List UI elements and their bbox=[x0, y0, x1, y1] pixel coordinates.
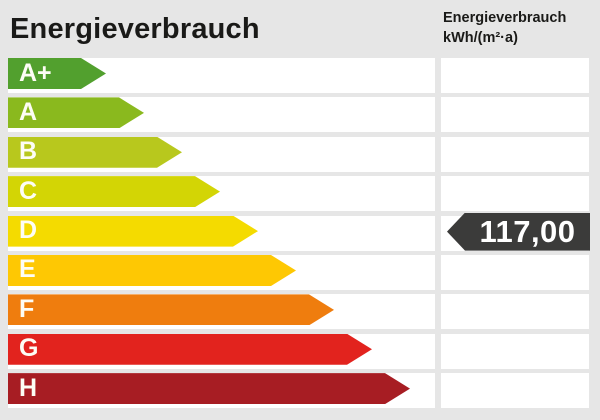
value-cell bbox=[441, 136, 589, 172]
energy-class-arrow-f: F bbox=[8, 294, 334, 325]
scale-row-d: D 117,00 bbox=[0, 212, 590, 251]
energy-class-letter: B bbox=[19, 137, 38, 166]
scale-row-f: F bbox=[0, 294, 589, 330]
energy-class-letter: F bbox=[19, 294, 35, 323]
energy-scale: A+ A B C bbox=[0, 58, 590, 409]
energy-class-arrow-a: A bbox=[8, 97, 144, 128]
value-cell bbox=[441, 58, 589, 93]
scale-row-a-plus: A+ bbox=[0, 58, 589, 93]
energy-class-letter: A bbox=[19, 97, 38, 126]
unit-label-line1: Energieverbrauch bbox=[443, 10, 567, 26]
page-title: Energieverbrauch bbox=[10, 13, 260, 45]
energy-class-arrow-d: D bbox=[8, 216, 258, 247]
energy-class-letter: C bbox=[19, 176, 38, 205]
scale-cell: B bbox=[8, 136, 435, 172]
value-cell bbox=[441, 333, 589, 369]
scale-cell: H bbox=[8, 373, 435, 409]
value-cell: 117,00 bbox=[441, 212, 590, 251]
energy-class-letter: D bbox=[19, 216, 38, 245]
unit-label: Energieverbrauch kWh/(m²·a) bbox=[443, 8, 566, 48]
energy-class-arrow-g: G bbox=[8, 334, 372, 365]
energy-class-letter: H bbox=[19, 373, 38, 402]
energy-class-arrow-a-plus: A+ bbox=[8, 58, 106, 89]
scale-row-e: E bbox=[0, 254, 589, 290]
energy-class-arrow-c: C bbox=[8, 176, 220, 207]
scale-row-a: A bbox=[0, 97, 589, 133]
energy-class-arrow-b: B bbox=[8, 137, 182, 168]
scale-row-c: C bbox=[0, 176, 589, 212]
unit-label-line2: kWh/(m²·a) bbox=[443, 30, 518, 46]
scale-cell: D bbox=[8, 215, 435, 251]
energy-class-arrow-e: E bbox=[8, 255, 296, 286]
energy-class-letter: E bbox=[19, 255, 36, 284]
scale-cell: G bbox=[8, 333, 435, 369]
value-cell bbox=[441, 294, 589, 330]
scale-cell: A bbox=[8, 97, 435, 133]
energy-class-arrow-h: H bbox=[8, 373, 410, 404]
value-cell bbox=[441, 176, 589, 212]
scale-row-b: B bbox=[0, 136, 589, 172]
value-cell bbox=[441, 373, 589, 409]
value-marker-text: 117,00 bbox=[479, 213, 576, 249]
scale-cell: F bbox=[8, 294, 435, 330]
value-cell bbox=[441, 254, 589, 290]
scale-cell: A+ bbox=[8, 58, 435, 93]
energy-class-letter: A+ bbox=[19, 58, 52, 87]
value-marker: 117,00 bbox=[447, 212, 590, 251]
energy-class-letter: G bbox=[19, 334, 39, 363]
value-cell bbox=[441, 97, 589, 133]
scale-cell: E bbox=[8, 254, 435, 290]
scale-row-h: H bbox=[0, 373, 589, 409]
scale-cell: C bbox=[8, 176, 435, 212]
scale-row-g: G bbox=[0, 333, 589, 369]
